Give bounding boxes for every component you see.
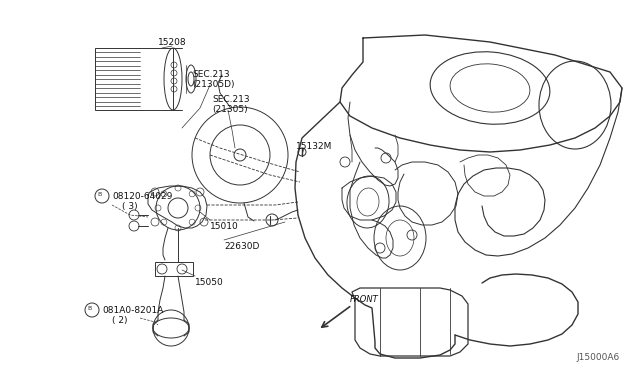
Text: SEC.213: SEC.213 bbox=[192, 70, 230, 79]
Text: ( 2): ( 2) bbox=[112, 316, 127, 325]
Text: SEC.213: SEC.213 bbox=[212, 95, 250, 104]
Text: 15050: 15050 bbox=[195, 278, 224, 287]
Text: (21305D): (21305D) bbox=[192, 80, 234, 89]
Text: 15010: 15010 bbox=[210, 222, 239, 231]
Text: 15132M: 15132M bbox=[296, 142, 332, 151]
Bar bbox=[155, 262, 193, 276]
Text: B: B bbox=[98, 192, 102, 196]
Text: FRONT: FRONT bbox=[350, 295, 379, 304]
Text: 15208: 15208 bbox=[158, 38, 187, 47]
Text: ( 3): ( 3) bbox=[122, 202, 138, 211]
Text: (21305): (21305) bbox=[212, 105, 248, 114]
Text: B: B bbox=[88, 305, 92, 311]
Bar bbox=[95, 48, 173, 110]
Text: 08120-64029: 08120-64029 bbox=[112, 192, 172, 201]
Text: J15000A6: J15000A6 bbox=[577, 353, 620, 362]
Text: 081A0-8201A: 081A0-8201A bbox=[102, 306, 163, 315]
Text: 22630D: 22630D bbox=[224, 242, 259, 251]
